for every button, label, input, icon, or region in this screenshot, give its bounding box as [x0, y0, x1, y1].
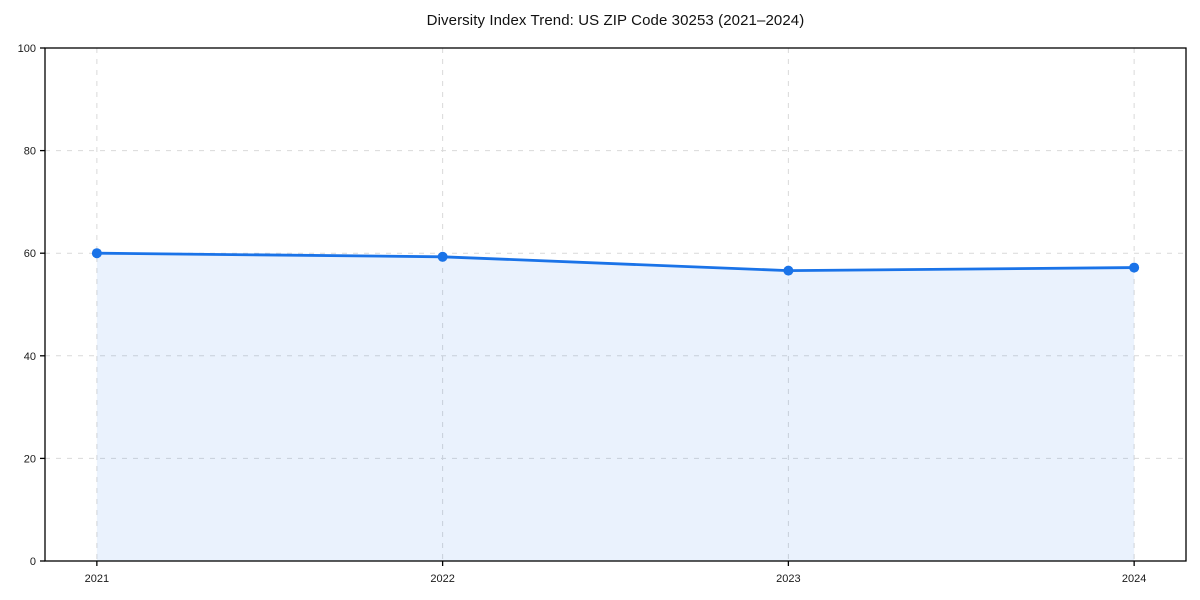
- y-tick-label: 80: [24, 146, 36, 158]
- y-tick-label: 60: [24, 248, 36, 260]
- x-tick-label: 2021: [85, 573, 109, 585]
- x-tick-label: 2022: [430, 573, 454, 585]
- data-point-2021: [91, 248, 102, 259]
- y-tick-label: 0: [30, 556, 36, 568]
- chart-title: Diversity Index Trend: US ZIP Code 30253…: [426, 12, 805, 29]
- data-point-2023: [783, 265, 794, 276]
- trend-line: [95, 251, 1136, 273]
- data-point-2022: [437, 251, 448, 262]
- y-tick-label: 20: [24, 453, 36, 465]
- data-point-2024: [1129, 262, 1140, 273]
- x-tick-label: 2023: [776, 573, 800, 585]
- y-tick-label: 40: [24, 351, 36, 363]
- x-tick-label: 2024: [1122, 573, 1146, 585]
- area-fill: [96, 253, 1135, 561]
- plot-border: [44, 47, 1187, 562]
- y-tick-label: 100: [18, 43, 36, 55]
